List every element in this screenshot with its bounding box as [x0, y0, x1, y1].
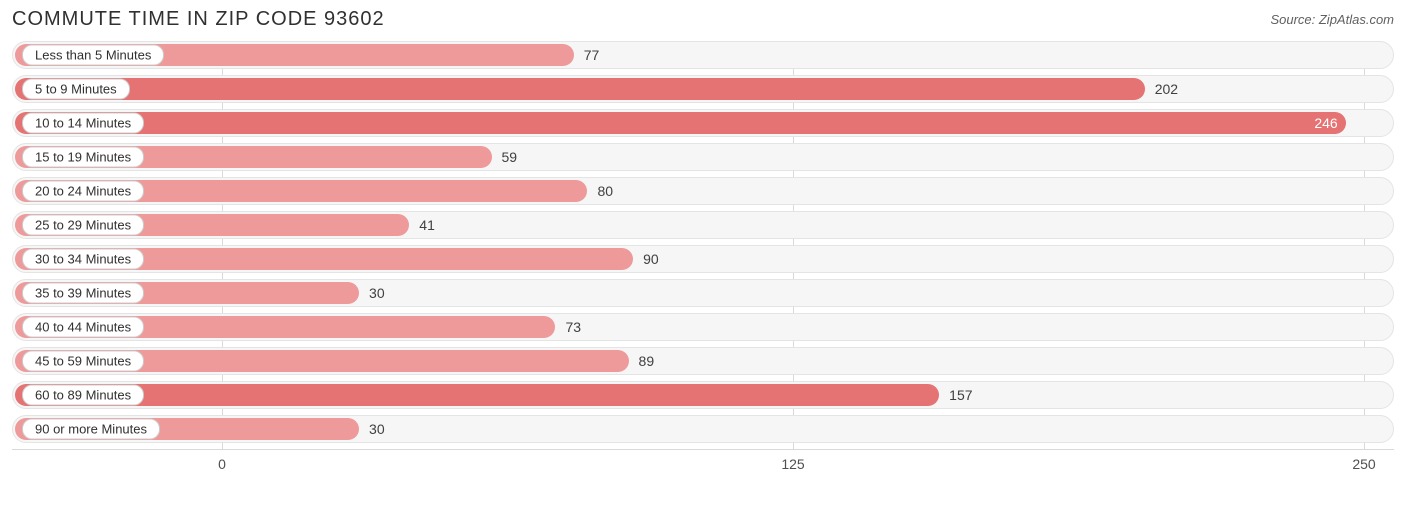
chart-container: COMMUTE TIME IN ZIP CODE 93602 Source: Z…	[0, 0, 1406, 523]
bar-row: 5 to 9 Minutes 202	[12, 75, 1394, 103]
category-pill: 5 to 9 Minutes	[22, 79, 130, 100]
value-label: 90	[643, 251, 659, 267]
category-pill: 45 to 59 Minutes	[22, 351, 144, 372]
value-label: 157	[949, 387, 972, 403]
bar-row: 30 to 34 Minutes 90	[12, 245, 1394, 273]
category-pill: Less than 5 Minutes	[22, 45, 164, 66]
category-pill: 20 to 24 Minutes	[22, 181, 144, 202]
x-axis: 0 125 250	[12, 449, 1394, 477]
category-pill: 35 to 39 Minutes	[22, 283, 144, 304]
bar-row: 15 to 19 Minutes 59	[12, 143, 1394, 171]
category-pill: 10 to 14 Minutes	[22, 113, 144, 134]
value-label: 73	[565, 319, 581, 335]
value-label: 246	[1314, 115, 1337, 131]
bar-fill	[15, 384, 939, 406]
bar-row: 40 to 44 Minutes 73	[12, 313, 1394, 341]
category-pill: 30 to 34 Minutes	[22, 249, 144, 270]
category-pill: 15 to 19 Minutes	[22, 147, 144, 168]
chart-header: COMMUTE TIME IN ZIP CODE 93602 Source: Z…	[12, 8, 1394, 31]
axis-tick: 125	[781, 456, 804, 472]
chart-area: Less than 5 Minutes 77 5 to 9 Minutes 202 10…	[12, 41, 1394, 477]
chart-source: Source: ZipAtlas.com	[1270, 8, 1394, 27]
chart-title: COMMUTE TIME IN ZIP CODE 93602	[12, 8, 385, 31]
value-label: 30	[369, 285, 385, 301]
bar-row: 90 or more Minutes 30	[12, 415, 1394, 443]
category-pill: 60 to 89 Minutes	[22, 385, 144, 406]
value-label: 77	[584, 47, 600, 63]
bar-row: 10 to 14 Minutes 246	[12, 109, 1394, 137]
bar-row: 60 to 89 Minutes 157	[12, 381, 1394, 409]
category-pill: 90 or more Minutes	[22, 419, 160, 440]
axis-tick: 250	[1352, 456, 1375, 472]
bar-row: 20 to 24 Minutes 80	[12, 177, 1394, 205]
value-label: 30	[369, 421, 385, 437]
bar-fill	[15, 112, 1346, 134]
value-label: 89	[639, 353, 655, 369]
value-label: 41	[419, 217, 435, 233]
bar-row: 45 to 59 Minutes 89	[12, 347, 1394, 375]
bar-row: Less than 5 Minutes 77	[12, 41, 1394, 69]
value-label: 80	[597, 183, 613, 199]
bar-row: 25 to 29 Minutes 41	[12, 211, 1394, 239]
bar-row: 35 to 39 Minutes 30	[12, 279, 1394, 307]
category-pill: 40 to 44 Minutes	[22, 317, 144, 338]
value-label: 59	[502, 149, 518, 165]
axis-tick: 0	[218, 456, 226, 472]
value-label: 202	[1155, 81, 1178, 97]
category-pill: 25 to 29 Minutes	[22, 215, 144, 236]
bar-fill	[15, 78, 1145, 100]
bars-wrap: Less than 5 Minutes 77 5 to 9 Minutes 202 10…	[12, 41, 1394, 443]
